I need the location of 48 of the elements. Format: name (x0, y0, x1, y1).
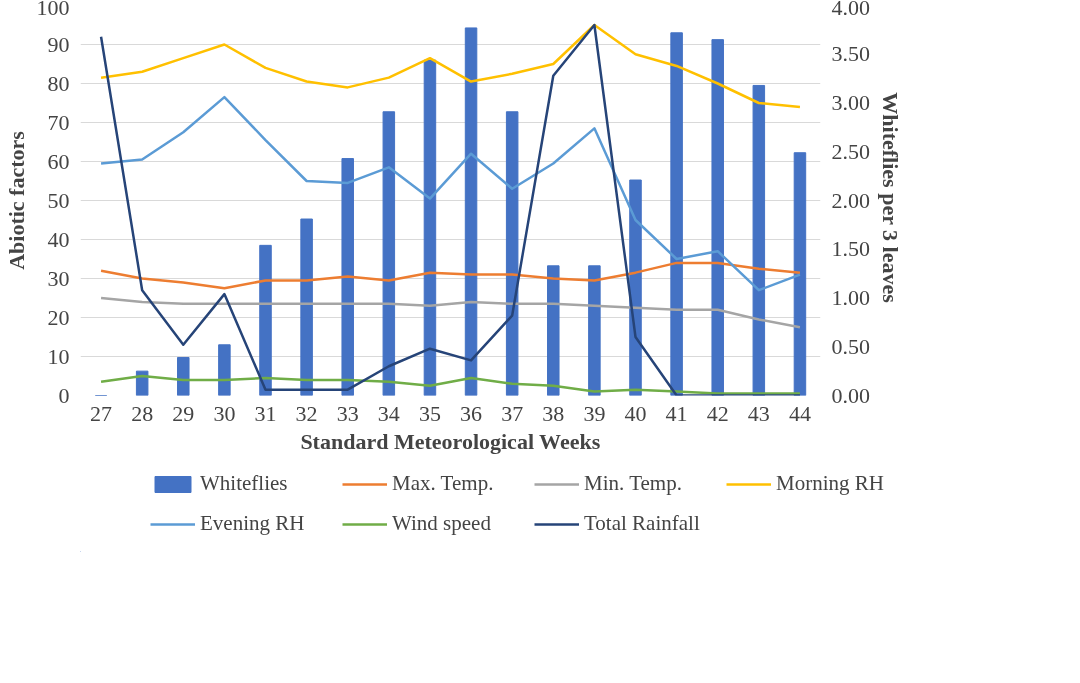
y2-tick-label: 3.00 (831, 90, 870, 115)
x-tick-label: 43 (747, 400, 770, 426)
y2-tick-label: 2.00 (831, 187, 870, 213)
legend-label: Max. Temp. (392, 471, 495, 496)
x-tick-label: 32 (295, 400, 318, 426)
x-tick-label: 39 (583, 400, 606, 426)
y-axis-title: Abiotic factors (3, 130, 29, 270)
x-tick-label: 34 (377, 400, 400, 426)
y-tick-label: 100 (36, 0, 70, 20)
legend-label: Total Rainfall (584, 511, 701, 536)
x-tick-label: 28 (131, 400, 154, 426)
x-tick-label: 35 (418, 400, 441, 426)
x-tick-label: 31 (254, 400, 277, 426)
y2-tick-label: 4.00 (831, 0, 870, 20)
y-tick-label: 40 (47, 226, 70, 252)
x-tick-label: 44 (788, 400, 811, 426)
y2-axis-title: Whiteflies per 3 leaves (878, 92, 903, 304)
y-tick-label: 80 (47, 70, 70, 96)
y-tick-label: 0 (58, 382, 70, 408)
legend-label: Min. Temp. (584, 471, 683, 496)
y-tick-label: 20 (47, 304, 70, 330)
x-tick-label: 41 (665, 400, 688, 426)
legend-label: Morning RH (776, 471, 885, 496)
y2-tick-label: 0.50 (831, 333, 870, 359)
x-tick-label: 33 (336, 400, 359, 426)
y-tick-label: 50 (47, 187, 70, 213)
legend-label: Evening RH (200, 511, 306, 536)
x-tick-label: 37 (501, 400, 524, 426)
x-axis-title: Standard Meteorological Weeks (300, 428, 601, 454)
x-tick-label: 36 (460, 400, 483, 426)
y2-tick-label: 0.00 (831, 382, 870, 408)
x-tick-label: 30 (213, 400, 236, 426)
x-tick-label: 40 (624, 400, 647, 426)
y2-tick-label: 3.50 (831, 41, 870, 67)
y2-tick-label: 2.50 (831, 138, 870, 164)
legend-label: Wind speed (392, 511, 492, 536)
x-tick-label: 27 (90, 400, 113, 426)
y-tick-label: 60 (47, 148, 70, 174)
y2-tick-label: 1.00 (831, 285, 870, 310)
y-tick-label: 70 (47, 109, 70, 135)
y-tick-label: 10 (47, 343, 70, 369)
y2-tick-label: 1.50 (831, 236, 870, 262)
y-tick-label: 30 (47, 265, 70, 291)
x-tick-label: 38 (542, 400, 565, 426)
x-tick-label: 29 (172, 400, 195, 426)
legend-label: Whiteflies (200, 471, 289, 496)
y-tick-label: 90 (47, 31, 70, 57)
x-tick-label: 42 (706, 400, 729, 426)
